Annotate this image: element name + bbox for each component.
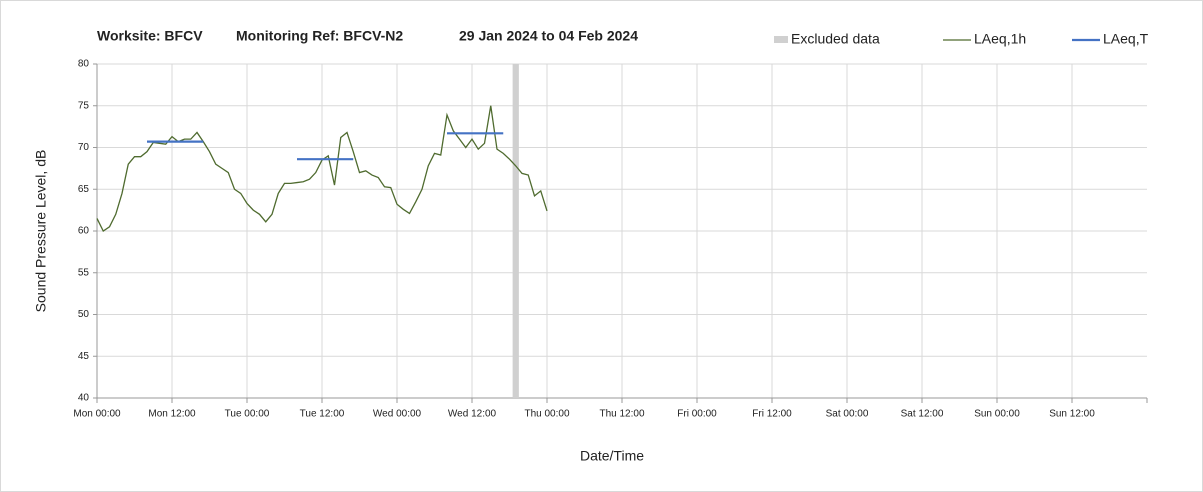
y-tick-label: 80 [78, 59, 90, 70]
y-tick-label: 60 [78, 226, 90, 237]
legend-swatch [774, 36, 788, 43]
chart-title: 29 Jan 2024 to 04 Feb 2024 [459, 28, 638, 44]
x-tick-label: Tue 12:00 [300, 409, 345, 420]
x-tick-label: Thu 00:00 [524, 409, 569, 420]
legend-label: LAeq,1h [974, 31, 1026, 47]
x-tick-label: Sun 00:00 [974, 409, 1020, 420]
x-tick-label: Sun 12:00 [1049, 409, 1095, 420]
x-tick-label: Wed 00:00 [373, 409, 422, 420]
x-tick-label: Tue 00:00 [225, 409, 270, 420]
y-tick-label: 70 [78, 142, 90, 153]
x-axis-label: Date/Time [580, 448, 644, 464]
x-tick-label: Sat 00:00 [826, 409, 869, 420]
x-tick-label: Mon 00:00 [73, 409, 121, 420]
excluded-band [512, 64, 519, 398]
x-tick-label: Thu 12:00 [599, 409, 644, 420]
y-axis-label: Sound Pressure Level, dB [33, 150, 49, 313]
y-tick-label: 75 [78, 100, 90, 111]
y-tick-label: 40 [78, 393, 90, 404]
legend-label: LAeq,T [1103, 31, 1149, 47]
x-tick-label: Mon 12:00 [148, 409, 196, 420]
x-tick-label: Wed 12:00 [448, 409, 497, 420]
x-tick-label: Sat 12:00 [901, 409, 944, 420]
chart-title: Monitoring Ref: BFCV-N2 [236, 28, 403, 44]
legend-label: Excluded data [791, 31, 880, 47]
x-tick-label: Fri 00:00 [677, 409, 717, 420]
y-tick-label: 45 [78, 351, 90, 362]
x-tick-label: Fri 12:00 [752, 409, 792, 420]
y-tick-label: 50 [78, 309, 90, 320]
y-tick-label: 55 [78, 267, 90, 278]
chart-title: Worksite: BFCV [97, 28, 203, 44]
y-tick-label: 65 [78, 184, 90, 195]
